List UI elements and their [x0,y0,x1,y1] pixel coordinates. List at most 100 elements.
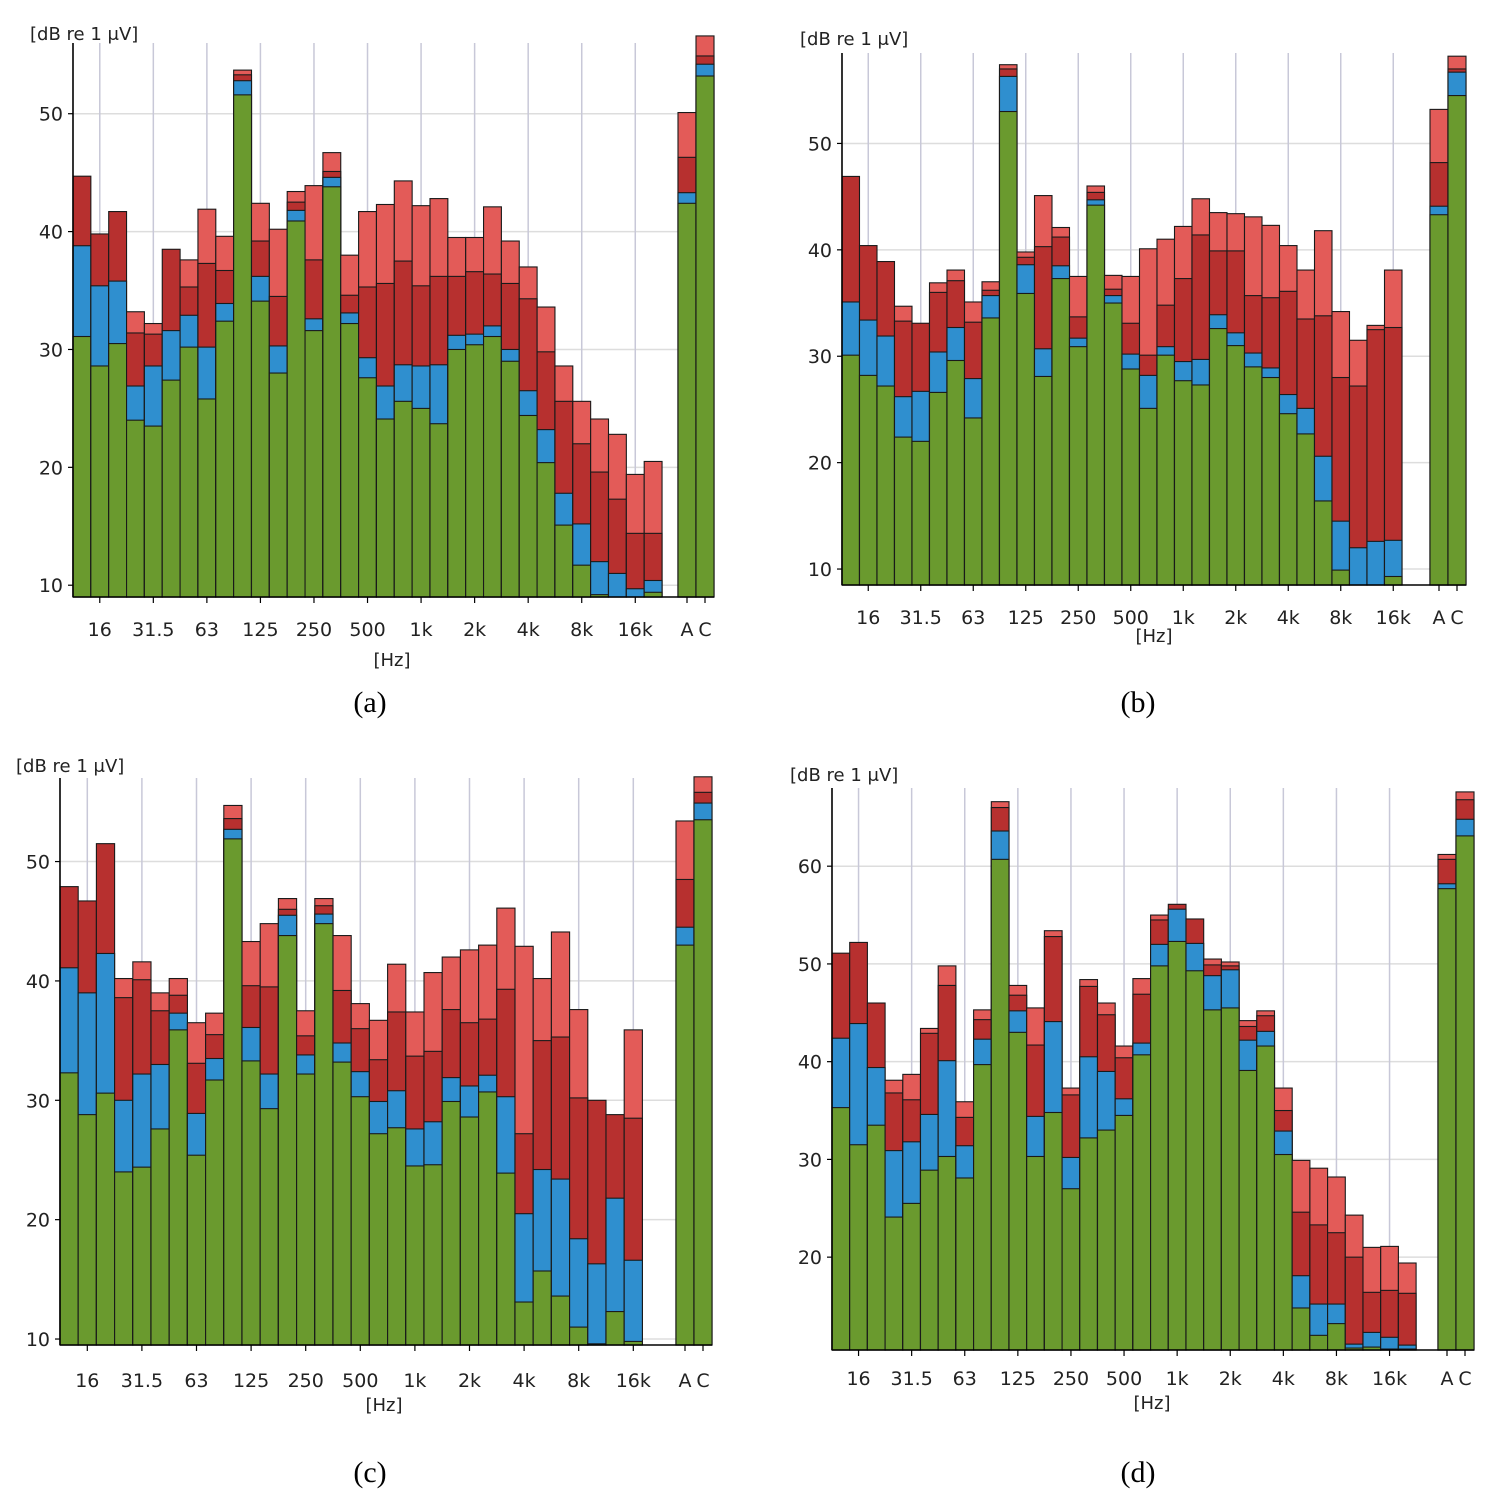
bar-c-30-l4 [605,1311,625,1346]
bar-a-26-l4 [536,462,556,598]
bar-b-17-l4 [1138,407,1158,586]
bar-a-11-l4 [268,372,288,598]
x-tick-label-a: A [681,619,694,641]
bar-c-27-l4 [550,1295,571,1346]
bar-c-9-l4 [223,838,243,1346]
bar-b-21-l4 [1208,328,1228,586]
bar-d-16-l4 [1114,1114,1134,1351]
y-axis-unit-label: [dB re 1 μV] [30,24,138,45]
bar-b-11-l4 [1033,375,1053,586]
axes [72,43,714,598]
x-tick-label: 1k [1166,1368,1189,1390]
bar-b-27-l4 [1313,500,1333,586]
bar-a-18-l4 [393,400,413,598]
bar-b-6-l4 [946,359,966,586]
bar-d-22-l4 [1220,1007,1240,1351]
bar-d-28-l4 [1327,1323,1346,1351]
bar-a-c-weighted-l4 [695,75,715,598]
bar-b-22-l4 [1226,345,1246,586]
x-tick-label: 125 [1000,1368,1036,1390]
y-tick-label: 40 [798,1052,822,1074]
bar-a-2-l4 [108,343,128,598]
x-tick-label-a: A [1441,1368,1454,1390]
bar-a-4-l4 [143,425,163,598]
bar-d-10-l4 [1008,1031,1028,1351]
bar-a-13-l4 [304,330,324,598]
bar-c-8-l4 [205,1079,225,1346]
y-tick-label: 40 [808,240,832,262]
bar-d-12-l4 [1043,1111,1063,1351]
x-tick-label: 4k [1272,1368,1295,1390]
bar-c-29-l3 [587,1263,607,1346]
bar-b-8-l4 [981,317,1001,586]
x-tick-label-c: C [696,1370,709,1392]
x-tick-label: 63 [961,607,985,629]
bar-a-24-l4 [500,360,520,598]
y-tick-label: 10 [808,559,832,581]
bar-a-16-l4 [358,377,378,598]
bar-c-10-l4 [241,1060,261,1346]
y-tick-label: 50 [39,104,63,126]
bar-d-15-l4 [1096,1129,1116,1351]
bar-a-a-weighted-l4 [677,202,697,598]
bar-d-13-l4 [1061,1188,1081,1351]
caption-a: (a) [353,686,387,719]
bar-b-0-l4 [841,354,861,586]
bar-b-13-l4 [1068,346,1088,586]
bar-c-14-l4 [314,923,334,1346]
y-tick-label: 40 [39,222,63,244]
y-tick-label: 10 [26,1329,50,1351]
bar-a-0-l4 [72,335,92,598]
bar-d-20-l4 [1185,970,1205,1351]
x-tick-label: 1k [1172,607,1195,629]
x-axis-unit-label: [Hz] [1133,1393,1170,1414]
x-tick-label: 4k [1277,607,1300,629]
y-tick-label: 50 [26,852,50,874]
bar-a-5-l4 [161,379,181,598]
x-tick-label-c: C [1450,607,1463,629]
bar-d-1-l4 [849,1144,868,1351]
bar-a-1-l4 [90,365,110,598]
bar-a-7-l4 [197,398,217,598]
y-tick-label: 30 [39,339,63,361]
bar-c-26-l4 [532,1270,552,1346]
bar-b-29-l3 [1348,547,1368,586]
bar-a-31-l2 [625,532,645,598]
bar-c-7-l4 [186,1154,207,1346]
bar-a-30-l3 [607,572,627,598]
x-tick-label: 16 [856,607,880,629]
bar-a-21-l4 [447,348,467,598]
x-tick-label: 16k [1376,607,1411,629]
bar-d-a-weighted-l4 [1437,888,1457,1351]
spectrum-chart-c: [dB re 1 μV] 10 20 30 40 50 16 31.5 63 125 250 500… [16,756,713,1416]
spectrum-chart-b: [dB re 1 μV] 10 20 30 40 50 16 31.5 63 125 250 500… [800,29,1467,647]
bar-b-a-weighted-l4 [1429,214,1449,586]
bar-c-18-l4 [387,1127,407,1346]
bar-d-32-l2 [1397,1292,1417,1351]
bar-a-10-l4 [250,300,270,598]
x-axis-unit-label: [Hz] [373,650,410,671]
bar-d-9-l4 [990,858,1010,1351]
x-tick-label: 8k [1329,607,1352,629]
bar-b-7-l4 [963,417,983,586]
y-tick-label: 10 [39,575,63,597]
y-tick-label: 50 [808,133,832,155]
bar-d-8-l4 [973,1064,992,1351]
bar-b-2-l4 [876,385,896,586]
x-tick-label: 4k [513,1370,536,1392]
bar-a-22-l4 [465,344,485,598]
y-tick-label: 30 [26,1090,50,1112]
caption-d: (d) [1120,1456,1156,1489]
bar-a-31-l3 [625,588,645,598]
bar-b-12-l4 [1051,278,1071,586]
bar-d-0-l4 [831,1107,851,1351]
bar-a-15-l4 [340,322,360,598]
bar-a-6-l4 [179,346,199,598]
bar-d-26-l4 [1291,1307,1311,1351]
bar-b-30-l3 [1366,540,1386,586]
bar-b-14-l4 [1086,204,1106,586]
axes [59,778,712,1346]
bar-c-13-l4 [296,1073,316,1346]
bar-b-3-l4 [893,436,913,586]
bar-d-3-l4 [884,1216,904,1351]
